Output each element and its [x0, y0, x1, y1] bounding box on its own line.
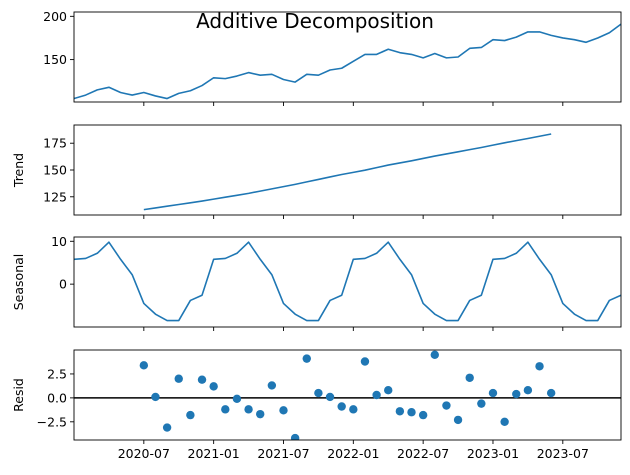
x-tick-label: 2023-01 [467, 446, 519, 461]
resid-point [500, 417, 509, 427]
x-tick-label: 2021-01 [188, 446, 240, 461]
resid-point [279, 406, 288, 415]
resid-point [151, 392, 160, 402]
x-tick-label: 2022-01 [327, 446, 379, 461]
y-tick-label: 0.0 [47, 390, 67, 405]
resid-point [302, 354, 311, 363]
panel-observed: 150 200 [43, 9, 622, 106]
resid-point [337, 402, 346, 411]
figure-title: Additive Decomposition [196, 9, 434, 33]
series-line-observed [74, 23, 621, 100]
resid-point [535, 362, 544, 371]
plot-area-resid [74, 350, 621, 440]
resid-point [395, 407, 405, 416]
resid-point [512, 389, 521, 399]
axes-frame-seasonal [73, 236, 622, 328]
y-axis-label: Resid [11, 378, 26, 412]
resid-point [186, 410, 195, 420]
panel-trend: 125 150 175 Trend [11, 124, 622, 219]
resid-point [360, 357, 370, 366]
resid-point [442, 401, 451, 410]
resid-point [349, 405, 358, 414]
resid-point [290, 433, 300, 440]
resid-point [244, 405, 253, 414]
y-axis-label: Seasonal [11, 254, 26, 311]
plot-area-trend [143, 133, 552, 211]
x-tick-label: 2023-07 [537, 446, 589, 461]
resid-point [465, 373, 474, 382]
resid-point [523, 386, 533, 395]
plot-area-observed [74, 23, 621, 100]
resid-point [418, 410, 428, 420]
axes-frame-observed [73, 11, 622, 103]
resid-point [314, 388, 323, 398]
resid-point [197, 375, 207, 384]
y-tick-label: 2.5 [47, 366, 67, 381]
panel-seasonal: 0 10 Seasonal [11, 234, 622, 331]
y-tick-label: 200 [43, 9, 67, 24]
resid-point [384, 386, 393, 395]
resid-point [325, 392, 335, 402]
resid-point [174, 374, 183, 383]
plot-area-seasonal [74, 241, 621, 322]
x-tick-label: 2020-07 [118, 446, 170, 461]
series-line-seasonal [74, 241, 621, 322]
resid-point [430, 350, 439, 359]
panel-resid: −2.5 0.0 2.5 Resid 2020-07 2021-01 2021-07 2022… [11, 349, 622, 461]
x-tick-label: 2022-07 [397, 446, 449, 461]
resid-point [139, 361, 149, 370]
resid-point [209, 382, 218, 391]
resid-point [477, 399, 486, 408]
resid-point [256, 409, 265, 419]
resid-point [267, 381, 277, 390]
resid-point [162, 423, 172, 432]
y-tick-label: −2.5 [37, 414, 67, 429]
resid-point [488, 388, 498, 398]
panels: 150 200 125 150 175 Trend 0 10 Seasonal −2.5 0.0 2.… [11, 9, 622, 461]
resid-point [372, 390, 381, 400]
resid-point [232, 394, 242, 404]
x-tick-label: 2021-07 [257, 446, 309, 461]
resid-point [221, 405, 230, 414]
axes-frame-resid [73, 349, 622, 441]
y-tick-label: 125 [43, 189, 67, 204]
series-line-trend [143, 133, 552, 211]
resid-point [546, 388, 556, 398]
y-axis-label: Trend [11, 153, 26, 188]
y-tick-label: 150 [43, 52, 67, 67]
resid-point [453, 415, 463, 425]
y-tick-label: 10 [51, 234, 67, 249]
y-tick-label: 0 [59, 277, 67, 292]
y-tick-label: 150 [43, 163, 67, 178]
resid-point [407, 408, 416, 417]
y-tick-label: 175 [43, 136, 67, 151]
